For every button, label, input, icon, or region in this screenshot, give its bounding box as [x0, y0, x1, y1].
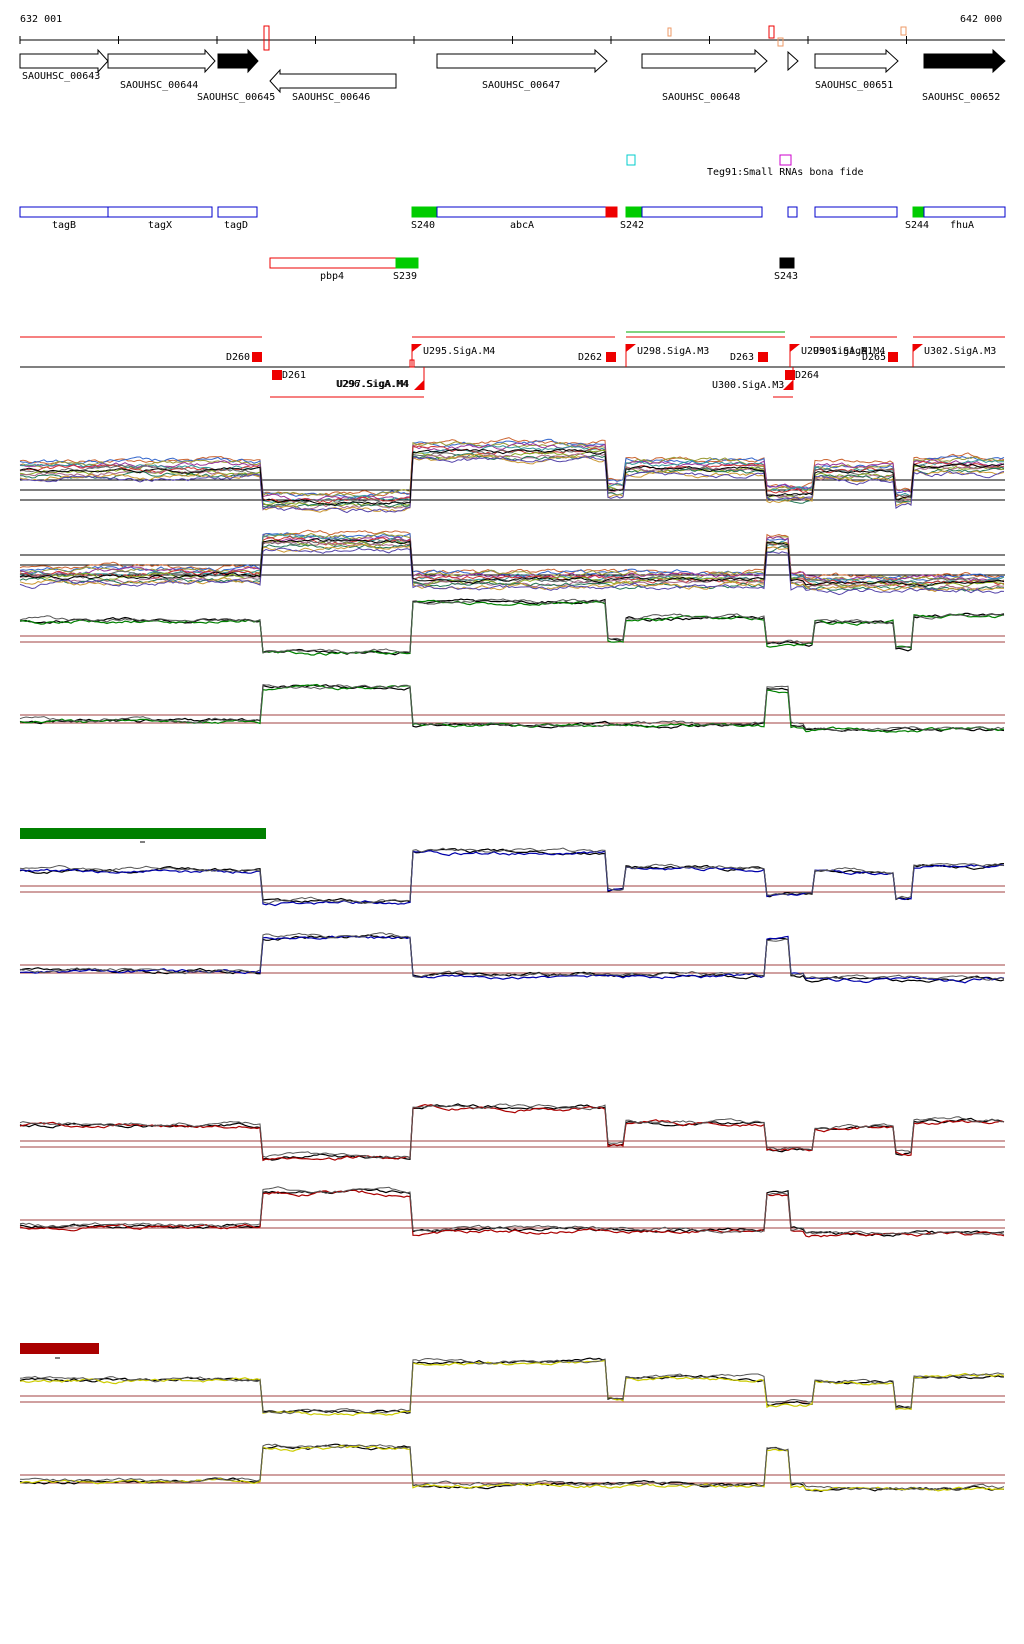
gene-label-00645: SAOUHSC_00645	[197, 92, 275, 103]
annot-label-fhuA: fhuA	[950, 220, 974, 231]
multi-trace-top	[19, 442, 1005, 501]
multi-trace-top	[19, 452, 1005, 511]
gene-arrow-00646[interactable]	[269, 68, 397, 94]
term-label-D262: D262	[578, 352, 602, 363]
profile-trace	[19, 599, 1005, 656]
profile-trace	[19, 1359, 1005, 1417]
prom-label-U301: U301.SigA.M4	[813, 346, 885, 357]
profile-trace	[19, 1103, 1005, 1162]
gene-label-00647: SAOUHSC_00647	[482, 80, 560, 91]
profile-trace	[19, 683, 1005, 733]
multi-trace-top	[19, 448, 1005, 507]
gene-arrow-00645[interactable]	[217, 48, 259, 74]
profile-trace	[19, 1103, 1005, 1159]
promoter-terminator-track: D260 D261 D262 D263 D264 D265 U295.SigA.…	[20, 331, 1005, 398]
multi-trace-bottom	[19, 529, 1004, 581]
annot-label-tagD: tagD	[224, 220, 248, 231]
srna-magenta-marker[interactable]	[779, 154, 792, 166]
start-label-S239: S239	[393, 271, 417, 282]
multi-trace-top	[19, 453, 1005, 513]
prom-label-U300: U300.SigA.M3	[712, 380, 784, 391]
multi-trace-bottom	[19, 543, 1005, 592]
gene-arrow-00652[interactable]	[923, 48, 1006, 74]
prom-label-U302: U302.SigA.M3	[924, 346, 996, 357]
profile-trace	[19, 848, 1005, 904]
annot-label-tagB: tagB	[52, 220, 76, 231]
start-label-S242: S242	[620, 220, 644, 231]
gene-arrow-00651[interactable]	[814, 48, 899, 74]
prom-label-U295: U295.SigA.M4	[423, 346, 495, 357]
multi-trace-top	[19, 448, 1005, 506]
srna-label: Teg91:Small RNAs bona fide	[707, 167, 864, 178]
color-legend	[20, 828, 266, 1359]
gene-arrow-small[interactable]	[787, 50, 799, 72]
red-legend-bar	[20, 1343, 99, 1354]
gene-arrow-00643[interactable]	[19, 48, 109, 74]
term-label-D264: D264	[795, 370, 819, 381]
gene-arrow-00647[interactable]	[436, 48, 608, 74]
term-label-D265: D265	[862, 352, 886, 363]
start-label-S240: S240	[411, 220, 435, 231]
profile-trace	[19, 850, 1005, 907]
annot-label-tagX: tagX	[148, 220, 172, 231]
prom-label-U298: U298.SigA.M3	[637, 346, 709, 357]
srna-cyan-marker[interactable]	[626, 154, 636, 166]
profile-trace	[19, 598, 1005, 654]
term-label-D263: D263	[730, 352, 754, 363]
prom-label-U296: U296.SigA.M4	[336, 379, 408, 390]
profile-trace	[20, 935, 1005, 984]
prom-label-U297: U297.SigA.M4	[337, 379, 409, 390]
multi-trace-bottom	[19, 532, 1005, 583]
profile-trace	[19, 932, 1005, 981]
gene-label-00648: SAOUHSC_00648	[662, 92, 740, 103]
green-legend-bar	[20, 828, 266, 839]
prom-label-U299: U299.SigA.M1	[801, 346, 873, 357]
coordinate-ruler: 632 001 642 000	[19, 14, 1005, 51]
coord-end-label: 642 000	[960, 14, 1002, 25]
srna-track: Teg91:Small RNAs bona fide	[626, 154, 864, 178]
multi-trace-bottom	[19, 538, 1005, 587]
annot-label-abcA: abcA	[510, 220, 534, 231]
annotation-track: tagB tagX tagD abcA fhuA S240 S242 S244	[19, 206, 1006, 231]
profile-trace	[19, 684, 1005, 732]
term-label-D260: D260	[226, 352, 250, 363]
gene-label-00651: SAOUHSC_00651	[815, 80, 893, 91]
profile-trace	[19, 1443, 1005, 1492]
multi-trace-bottom	[19, 547, 1005, 596]
gene-arrow-00648[interactable]	[641, 48, 768, 74]
profile-trace	[19, 1188, 1005, 1237]
gene-label-00652: SAOUHSC_00652	[922, 92, 1000, 103]
profile-trace	[19, 1186, 1005, 1236]
term-label-D261: D261	[282, 370, 306, 381]
pbp4-track: pbp4 S239 S243	[269, 257, 798, 282]
profile-trace	[19, 1189, 1005, 1238]
profile-trace	[19, 598, 1005, 656]
gene-label-00646: SAOUHSC_00646	[292, 92, 370, 103]
profile-trace	[19, 1357, 1004, 1414]
gene-arrow-00644[interactable]	[107, 48, 216, 74]
multi-trace-bottom	[19, 543, 1005, 593]
profile-trace	[19, 1357, 1005, 1415]
expression-profiles	[19, 437, 1005, 1493]
multi-trace-top	[19, 437, 1005, 497]
multi-trace-bottom	[19, 533, 1005, 586]
start-label-S244: S244	[905, 220, 929, 231]
gene-label-00644: SAOUHSC_00644	[120, 80, 198, 91]
start-label-S243: S243	[774, 271, 798, 282]
annot-label-pbp4: pbp4	[320, 271, 344, 282]
multi-trace-top	[19, 456, 1005, 514]
gene-track: SAOUHSC_00643 SAOUHSC_00644 SAOUHSC_0064…	[19, 48, 1006, 103]
gene-label-00643: SAOUHSC_00643	[22, 71, 100, 82]
profile-trace	[19, 847, 1005, 905]
coord-start-label: 632 001	[20, 14, 62, 25]
